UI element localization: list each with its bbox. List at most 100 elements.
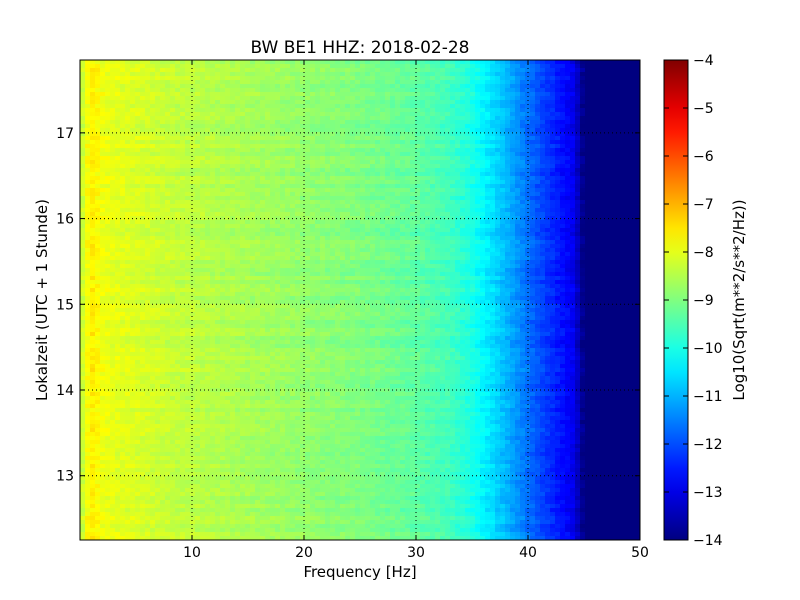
heatmap-cell xyxy=(575,224,581,229)
heatmap-cell xyxy=(295,84,301,89)
heatmap-cell xyxy=(185,232,191,237)
heatmap-cell xyxy=(310,188,316,193)
heatmap-cell xyxy=(385,204,391,209)
heatmap-cell xyxy=(520,192,526,197)
heatmap-cell xyxy=(135,160,141,165)
heatmap-cell xyxy=(120,116,126,121)
heatmap-cell xyxy=(550,204,556,209)
heatmap-cell xyxy=(165,228,171,233)
heatmap-cell xyxy=(425,84,431,89)
heatmap-cell xyxy=(530,128,536,133)
heatmap-cell xyxy=(355,184,361,189)
heatmap-cell xyxy=(525,168,531,173)
heatmap-cell xyxy=(570,176,576,181)
heatmap-cell xyxy=(630,76,636,81)
heatmap-cell xyxy=(580,228,586,233)
heatmap-cell xyxy=(125,132,131,137)
heatmap-cell xyxy=(165,236,171,241)
heatmap-cell xyxy=(630,72,636,77)
heatmap-cell xyxy=(200,228,206,233)
heatmap-cell xyxy=(610,160,616,165)
heatmap-cell xyxy=(565,208,571,213)
heatmap-cell xyxy=(495,228,501,233)
heatmap-cell xyxy=(240,184,246,189)
heatmap-cell xyxy=(515,148,521,153)
heatmap-cell xyxy=(125,160,131,165)
heatmap-cell xyxy=(505,148,511,153)
heatmap-cell xyxy=(550,220,556,225)
heatmap-cell xyxy=(120,200,126,205)
heatmap-cell xyxy=(600,180,606,185)
heatmap-cell xyxy=(315,232,321,237)
heatmap-cell xyxy=(325,196,331,201)
heatmap-cell xyxy=(175,188,181,193)
heatmap-cell xyxy=(530,176,536,181)
heatmap-cell xyxy=(260,84,266,89)
heatmap-cell xyxy=(185,200,191,205)
heatmap-cell xyxy=(185,220,191,225)
heatmap-cell xyxy=(480,228,486,233)
heatmap-cell xyxy=(295,208,301,213)
heatmap-cell xyxy=(165,200,171,205)
heatmap-cell xyxy=(200,236,206,241)
heatmap-cell xyxy=(315,212,321,217)
heatmap-cell xyxy=(315,192,321,197)
heatmap-cell xyxy=(325,120,331,125)
heatmap-cell xyxy=(305,96,311,101)
heatmap-cell xyxy=(475,168,481,173)
heatmap-cell xyxy=(595,224,601,229)
heatmap-cell xyxy=(580,96,586,101)
heatmap-cell xyxy=(505,76,511,81)
heatmap-cell xyxy=(300,148,306,153)
heatmap-cell xyxy=(480,212,486,217)
heatmap-cell xyxy=(560,96,566,101)
heatmap-cell xyxy=(325,124,331,129)
heatmap-cell xyxy=(540,80,546,85)
heatmap-cell xyxy=(205,148,211,153)
heatmap-cell xyxy=(585,168,591,173)
heatmap-cell xyxy=(520,168,526,173)
heatmap-cell xyxy=(495,144,501,149)
heatmap-cell xyxy=(145,236,151,241)
heatmap-cell xyxy=(385,236,391,241)
heatmap-cell xyxy=(390,64,396,69)
heatmap-cell xyxy=(495,124,501,129)
heatmap-cell xyxy=(260,176,266,181)
heatmap-cell xyxy=(590,132,596,137)
heatmap-cell xyxy=(515,180,521,185)
heatmap-cell xyxy=(120,232,126,237)
heatmap-cell xyxy=(135,164,141,169)
heatmap-cell xyxy=(240,172,246,177)
heatmap-cell xyxy=(580,140,586,145)
heatmap-cell xyxy=(575,196,581,201)
heatmap-cell xyxy=(150,168,156,173)
heatmap-cell xyxy=(635,140,640,145)
heatmap-cell xyxy=(320,96,326,101)
heatmap-cell xyxy=(515,184,521,189)
heatmap-cell xyxy=(320,104,326,109)
heatmap-cell xyxy=(540,108,546,113)
heatmap-cell xyxy=(395,120,401,125)
heatmap-cell xyxy=(255,84,261,89)
heatmap-cell xyxy=(485,180,491,185)
heatmap-cell xyxy=(255,168,261,173)
heatmap-cell xyxy=(400,180,406,185)
heatmap-cell xyxy=(415,128,421,133)
heatmap-cell xyxy=(580,108,586,113)
heatmap-cell xyxy=(510,80,516,85)
heatmap-cell xyxy=(260,124,266,129)
heatmap-cell xyxy=(170,220,176,225)
heatmap-cell xyxy=(500,184,506,189)
heatmap-cell xyxy=(265,108,271,113)
heatmap-cell xyxy=(195,128,201,133)
heatmap-cell xyxy=(285,120,291,125)
heatmap-cell xyxy=(95,152,101,157)
heatmap-cell xyxy=(230,136,236,141)
heatmap-cell xyxy=(425,72,431,77)
heatmap-cell xyxy=(330,100,336,105)
heatmap-cell xyxy=(490,88,496,93)
heatmap-cell xyxy=(345,188,351,193)
heatmap-cell xyxy=(310,92,316,97)
heatmap-cell xyxy=(445,184,451,189)
heatmap-cell xyxy=(400,152,406,157)
